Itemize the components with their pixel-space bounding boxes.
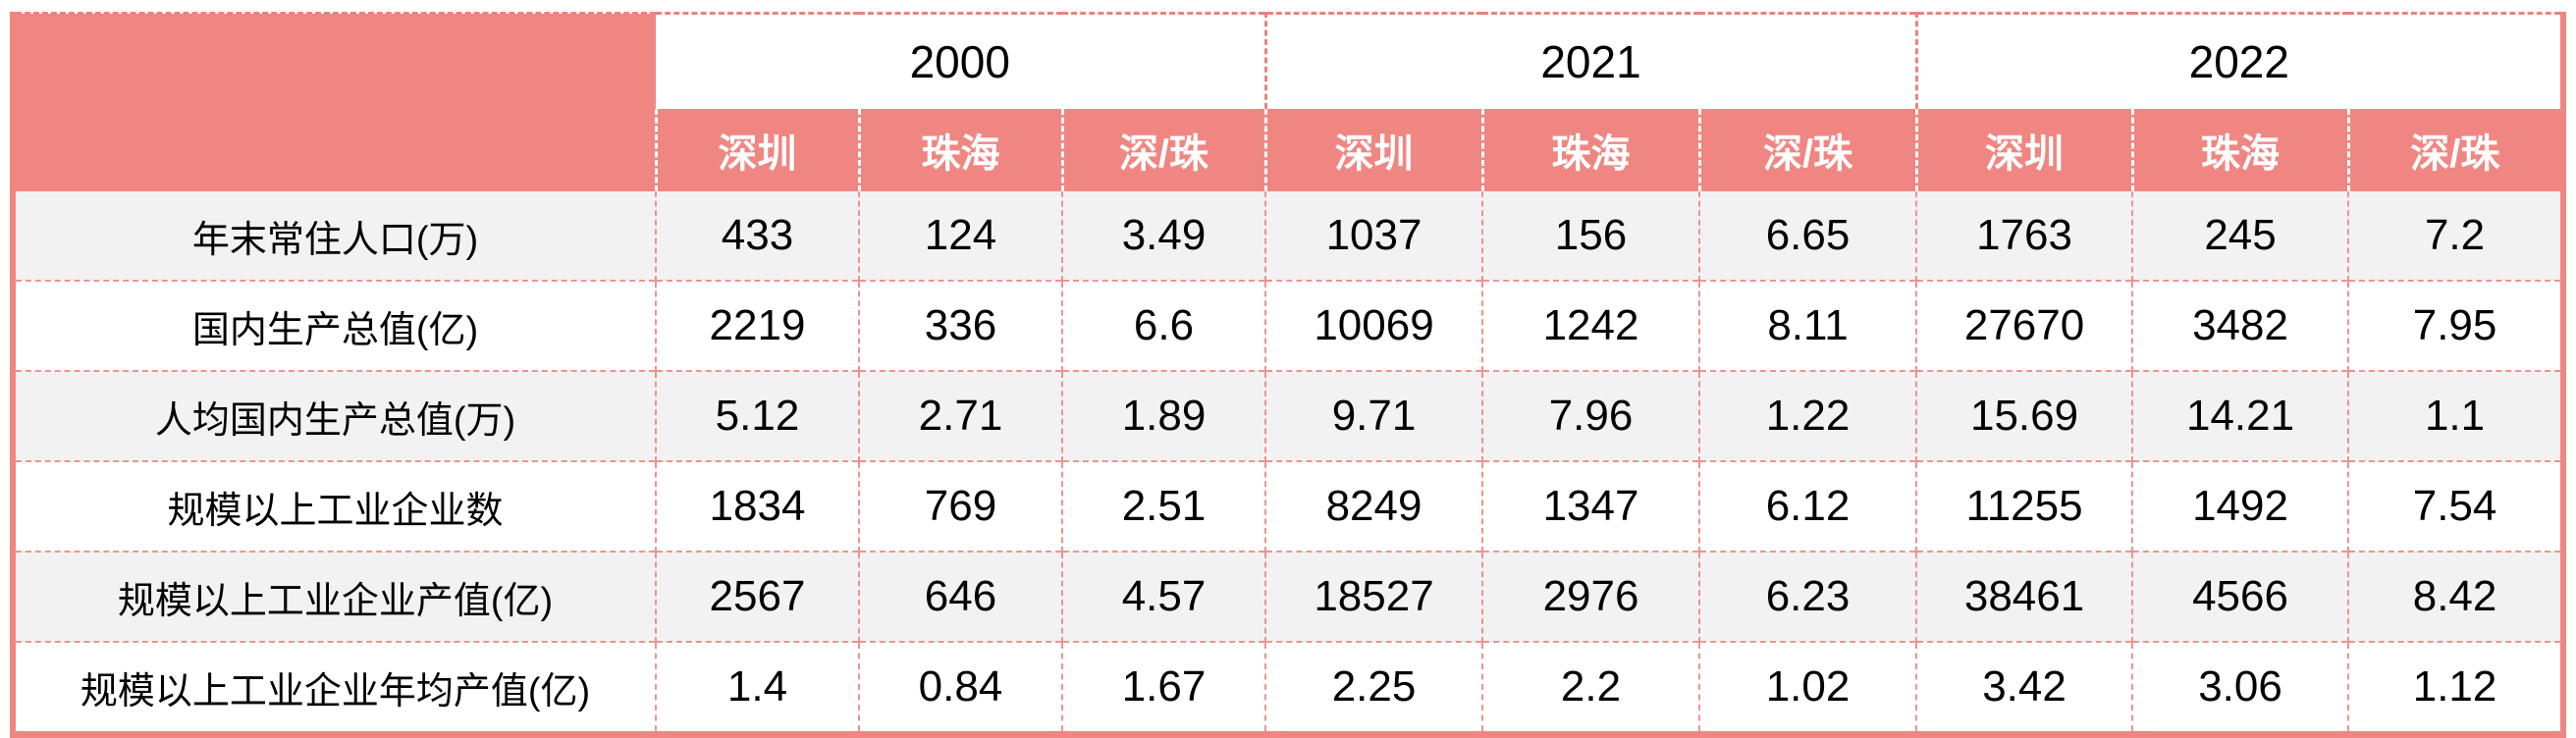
table-cell: 3.06 [2131, 641, 2349, 736]
table-cell: 1763 [1915, 191, 2133, 281]
city-header-shenzhen-2000: 深圳 [654, 109, 859, 191]
table-cell: 3.42 [1915, 641, 2133, 736]
table-cell: 7.2 [2347, 191, 2564, 281]
row-label: 人均国内生产总值(万) [13, 370, 656, 461]
table-cell: 646 [858, 551, 1062, 642]
table-row-gdp: 国内生产总值(亿) 2219 336 6.6 10069 1242 8.11 2… [13, 280, 2564, 371]
table-cell: 1.67 [1060, 641, 1266, 736]
year-header-row: 2000 2021 2022 [13, 13, 2564, 191]
table-cell: 6.65 [1698, 191, 1917, 281]
table-cell: 1347 [1481, 460, 1700, 552]
table-cell: 6.23 [1698, 551, 1917, 642]
table-cell: 27670 [1915, 280, 2133, 371]
city-header-shenzhen-2021: 深圳 [1263, 109, 1483, 191]
table-cell: 1.4 [655, 641, 859, 736]
table-cell: 2.51 [1060, 460, 1266, 552]
comparison-table: 2000 2021 2022 深圳 珠海 深/珠 深圳 珠海 深/珠 深圳 珠海… [10, 12, 2567, 738]
table-cell: 2.71 [858, 370, 1062, 461]
city-header-ratio-2022: 深/珠 [2346, 109, 2564, 191]
table-cell: 4566 [2131, 551, 2349, 642]
table-cell: 10069 [1264, 280, 1483, 371]
table-cell: 124 [858, 191, 1062, 281]
city-header-zhuhai-2022: 珠海 [2130, 109, 2349, 191]
table-cell: 8.11 [1698, 280, 1917, 371]
table-cell: 0.84 [858, 641, 1062, 736]
table-cell: 7.95 [2347, 280, 2564, 371]
table-cell: 6.6 [1060, 280, 1266, 371]
city-header-shenzhen-2022: 深圳 [1914, 109, 2133, 191]
table-row-gdp-per-capita: 人均国内生产总值(万) 5.12 2.71 1.89 9.71 7.96 1.2… [13, 370, 2564, 461]
table-cell: 8249 [1264, 460, 1483, 552]
year-header-2000: 2000 [656, 13, 1266, 109]
table-cell: 8.42 [2347, 551, 2564, 642]
table-cell: 3482 [2131, 280, 2349, 371]
table-cell: 4.57 [1060, 551, 1266, 642]
table-row-avg-industrial-output: 规模以上工业企业年均产值(亿) 1.4 0.84 1.67 2.25 2.2 1… [13, 641, 2564, 736]
table-cell: 156 [1481, 191, 1700, 281]
table-cell: 14.21 [2131, 370, 2349, 461]
table-cell: 2976 [1481, 551, 1700, 642]
city-header-zhuhai-2000: 珠海 [857, 109, 1062, 191]
table-cell: 1492 [2131, 460, 2349, 552]
table-cell: 1.1 [2347, 370, 2564, 461]
table-cell: 15.69 [1915, 370, 2133, 461]
row-label: 规模以上工业企业数 [13, 460, 656, 552]
table-row-population: 年末常住人口(万) 433 124 3.49 1037 156 6.65 176… [13, 191, 2564, 281]
table-cell: 1242 [1481, 280, 1700, 371]
year-header-2022: 2022 [1914, 13, 2564, 109]
table-cell: 1.02 [1698, 641, 1917, 736]
table-cell: 433 [655, 191, 859, 281]
table-row-industrial-enterprises: 规模以上工业企业数 1834 769 2.51 8249 1347 6.12 1… [13, 460, 2564, 552]
city-header-ratio-2000: 深/珠 [1060, 109, 1266, 191]
row-label: 规模以上工业企业年均产值(亿) [13, 641, 656, 736]
table-cell: 6.12 [1698, 460, 1917, 552]
table-cell: 18527 [1264, 551, 1483, 642]
table-cell: 769 [858, 460, 1062, 552]
city-header-zhuhai-2021: 珠海 [1480, 109, 1700, 191]
table-cell: 9.71 [1264, 370, 1483, 461]
table-cell: 7.54 [2347, 460, 2564, 552]
table-cell: 1.22 [1698, 370, 1917, 461]
table-cell: 1037 [1264, 191, 1483, 281]
table-cell: 11255 [1915, 460, 2133, 552]
year-header-2021: 2021 [1263, 13, 1917, 109]
table-cell: 5.12 [655, 370, 859, 461]
table-cell: 2.25 [1264, 641, 1483, 736]
row-label: 国内生产总值(亿) [13, 280, 656, 371]
corner-cell [13, 13, 656, 191]
table-cell: 1.12 [2347, 641, 2564, 736]
table-cell: 336 [858, 280, 1062, 371]
row-label: 年末常住人口(万) [191, 219, 479, 261]
table-cell: 245 [2131, 191, 2349, 281]
table-cell: 1.89 [1060, 370, 1266, 461]
table-cell: 2.2 [1481, 641, 1700, 736]
city-header-row: 深圳 珠海 深/珠 深圳 珠海 深/珠 深圳 珠海 深/珠 [13, 109, 2564, 191]
table-cell: 3.49 [1060, 191, 1266, 281]
table-cell: 7.96 [1481, 370, 1700, 461]
city-header-ratio-2021: 深/珠 [1697, 109, 1917, 191]
table-cell: 1834 [655, 460, 859, 552]
table-cell: 2219 [655, 280, 859, 371]
row-label: 规模以上工业企业产值(亿) [13, 551, 656, 642]
table-cell: 2567 [655, 551, 859, 642]
table-row-industrial-output: 规模以上工业企业产值(亿) 2567 646 4.57 18527 2976 6… [13, 551, 2564, 642]
table-cell: 38461 [1915, 551, 2133, 642]
